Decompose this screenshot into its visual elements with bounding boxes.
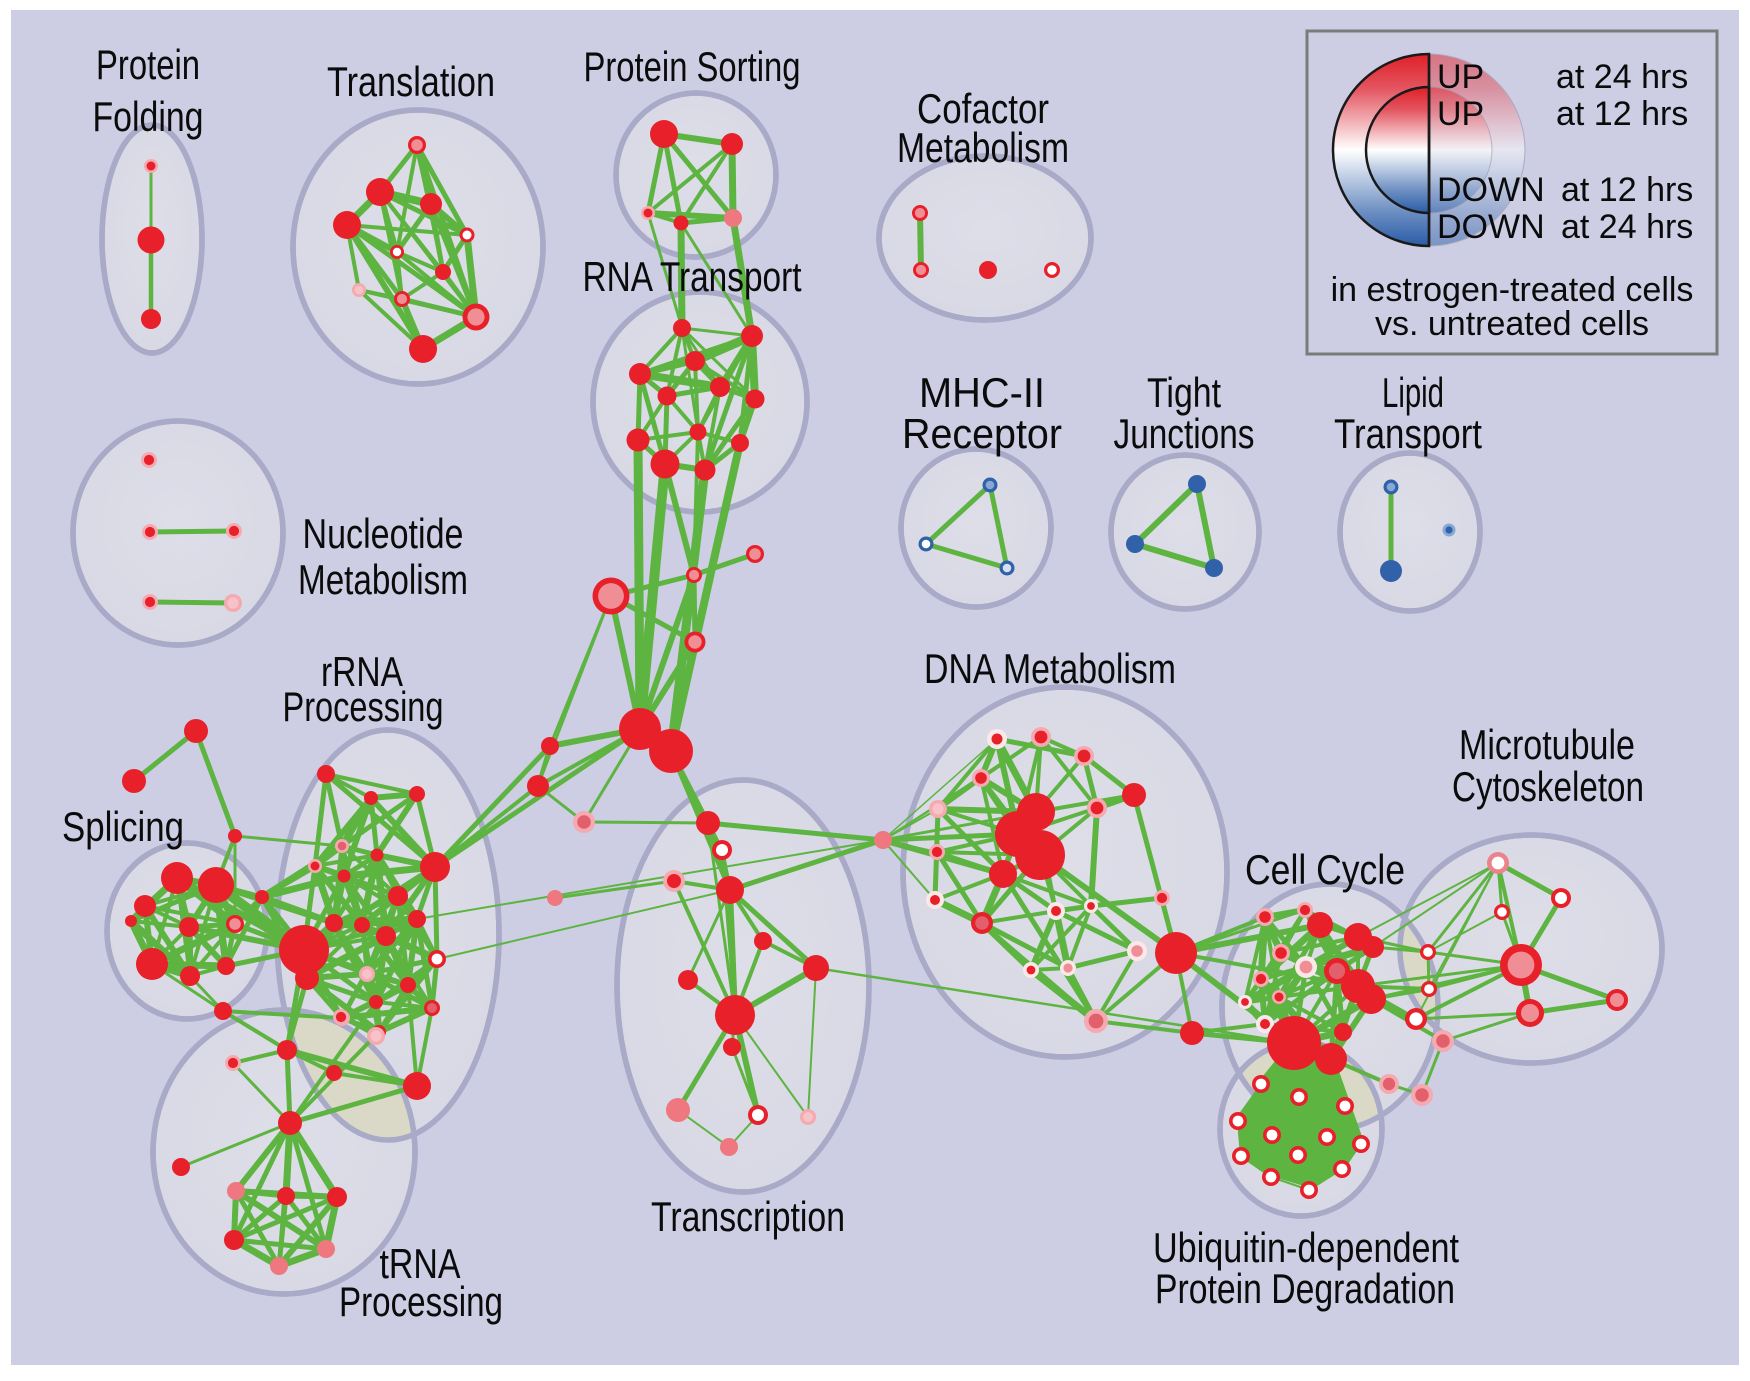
svg-text:Metabolism: Metabolism xyxy=(298,556,468,603)
svg-text:in estrogen-treated cells: in estrogen-treated cells xyxy=(1331,271,1694,309)
svg-text:Splicing: Splicing xyxy=(62,803,184,850)
svg-text:Lipid: Lipid xyxy=(1382,369,1444,416)
svg-text:Processing: Processing xyxy=(339,1278,503,1325)
svg-text:Processing: Processing xyxy=(283,683,444,730)
svg-text:Cell Cycle: Cell Cycle xyxy=(1245,846,1405,893)
svg-text:at 12 hrs: at 12 hrs xyxy=(1556,95,1688,133)
svg-text:DOWN: DOWN xyxy=(1437,171,1545,209)
svg-text:rRNA: rRNA xyxy=(321,648,403,695)
svg-text:Cytoskeleton: Cytoskeleton xyxy=(1452,763,1644,810)
svg-text:Protein: Protein xyxy=(96,41,200,88)
svg-text:Nucleotide: Nucleotide xyxy=(303,510,464,557)
svg-text:DNA Metabolism: DNA Metabolism xyxy=(924,645,1176,692)
svg-text:Microtubule: Microtubule xyxy=(1459,721,1635,768)
svg-text:DOWN: DOWN xyxy=(1437,208,1545,246)
svg-text:UP: UP xyxy=(1437,58,1484,96)
svg-text:Cofactor: Cofactor xyxy=(917,85,1049,132)
svg-text:at 24 hrs: at 24 hrs xyxy=(1556,58,1688,96)
svg-text:MHC-II: MHC-II xyxy=(919,369,1045,416)
svg-text:vs. untreated cells: vs. untreated cells xyxy=(1375,305,1649,343)
svg-text:at 24 hrs: at 24 hrs xyxy=(1561,208,1693,246)
svg-text:Translation: Translation xyxy=(327,58,495,105)
svg-text:Transport: Transport xyxy=(1334,410,1482,457)
svg-text:Metabolism: Metabolism xyxy=(897,124,1069,171)
svg-text:Receptor: Receptor xyxy=(902,410,1062,457)
svg-text:RNA Transport: RNA Transport xyxy=(583,253,802,300)
svg-text:Transcription: Transcription xyxy=(651,1193,845,1240)
svg-text:tRNA: tRNA xyxy=(380,1240,461,1287)
svg-text:UP: UP xyxy=(1437,95,1484,133)
svg-text:Junctions: Junctions xyxy=(1114,410,1255,457)
svg-text:at 12 hrs: at 12 hrs xyxy=(1561,171,1693,209)
svg-text:Protein Degradation: Protein Degradation xyxy=(1155,1265,1455,1312)
svg-text:Ubiquitin-dependent: Ubiquitin-dependent xyxy=(1153,1224,1459,1271)
svg-text:Tight: Tight xyxy=(1147,369,1221,416)
svg-text:Folding: Folding xyxy=(93,93,204,140)
svg-text:Protein Sorting: Protein Sorting xyxy=(584,43,801,90)
